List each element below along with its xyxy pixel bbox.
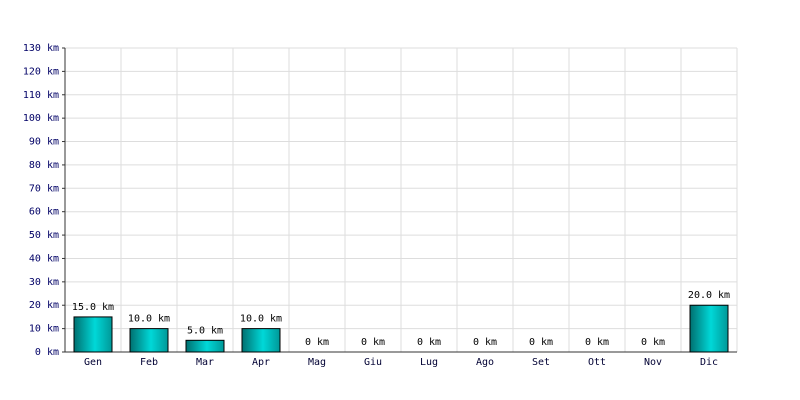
- x-tick-label: Ott: [588, 357, 606, 368]
- value-label: 10.0 km: [128, 314, 170, 325]
- x-tick-label: Ago: [476, 357, 494, 368]
- y-tick-label: 20 km: [29, 300, 59, 311]
- x-tick-label: Mar: [196, 357, 214, 368]
- x-tick-label: Lug: [420, 357, 438, 368]
- x-tick-label: Mag: [308, 357, 326, 368]
- value-label: 0 km: [641, 337, 665, 348]
- x-tick-label: Giu: [364, 357, 382, 368]
- y-tick-label: 80 km: [29, 160, 59, 171]
- y-tick-label: 120 km: [23, 66, 59, 77]
- value-label: 0 km: [361, 337, 385, 348]
- y-tick-label: 0 km: [35, 347, 59, 358]
- bar: [241, 328, 281, 353]
- bar: [185, 339, 225, 353]
- value-label: 10.0 km: [240, 314, 282, 325]
- x-tick-label: Nov: [644, 357, 662, 368]
- x-tick-label: Set: [532, 357, 550, 368]
- y-tick-label: 70 km: [29, 183, 59, 194]
- x-tick-label: Apr: [252, 357, 270, 368]
- bar: [689, 304, 729, 353]
- value-label: 20.0 km: [688, 290, 730, 301]
- y-tick-label: 90 km: [29, 137, 59, 148]
- value-label: 0 km: [529, 337, 553, 348]
- y-tick-label: 40 km: [29, 253, 59, 264]
- y-tick-label: 50 km: [29, 230, 59, 241]
- value-label: 15.0 km: [72, 302, 114, 313]
- value-label: 0 km: [585, 337, 609, 348]
- y-tick-label: 60 km: [29, 207, 59, 218]
- y-tick-label: 130 km: [23, 43, 59, 54]
- value-label: 0 km: [473, 337, 497, 348]
- x-tick-label: Feb: [140, 357, 158, 368]
- y-tick-label: 100 km: [23, 113, 59, 124]
- x-tick-label: Dic: [700, 357, 718, 368]
- value-label: 5.0 km: [187, 325, 223, 336]
- value-label: 0 km: [305, 337, 329, 348]
- x-tick-label: Gen: [84, 357, 102, 368]
- y-tick-label: 10 km: [29, 324, 59, 335]
- value-label: 0 km: [417, 337, 441, 348]
- bar: [129, 328, 169, 353]
- y-tick-label: 30 km: [29, 277, 59, 288]
- y-tick-label: 110 km: [23, 90, 59, 101]
- bar: [73, 316, 113, 353]
